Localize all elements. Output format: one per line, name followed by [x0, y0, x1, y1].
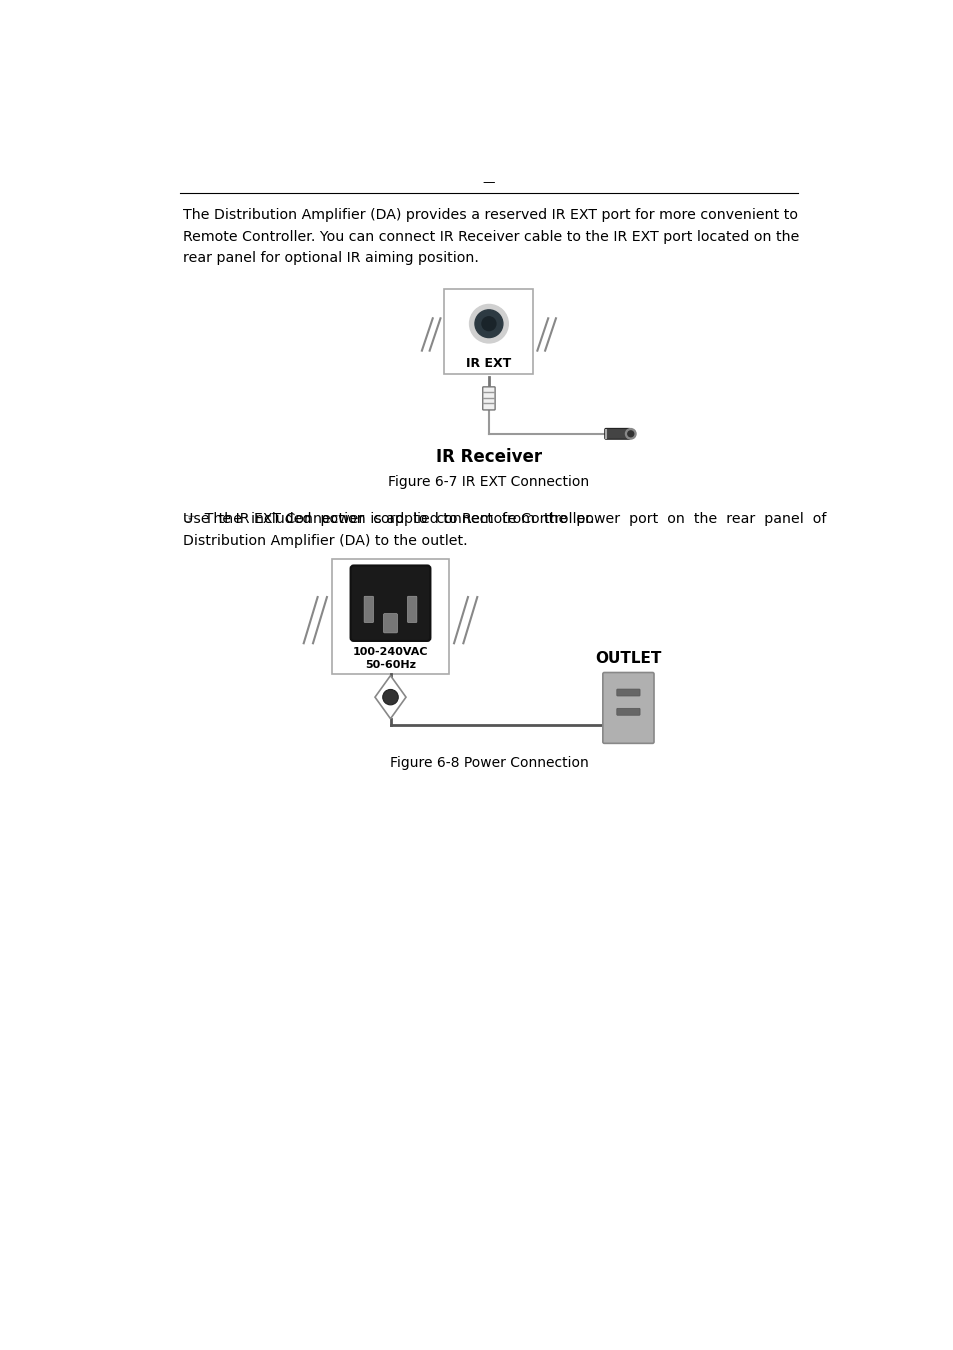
- Text: Figure 6-8 Power Connection: Figure 6-8 Power Connection: [389, 756, 588, 770]
- Text: Distribution Amplifier (DA) to the outlet.: Distribution Amplifier (DA) to the outle…: [183, 533, 467, 548]
- Circle shape: [382, 690, 397, 705]
- FancyBboxPatch shape: [602, 672, 654, 744]
- Polygon shape: [444, 289, 533, 374]
- Text: IR Receiver: IR Receiver: [436, 448, 541, 466]
- Text: Figure 6-7 IR EXT Connection: Figure 6-7 IR EXT Connection: [388, 475, 589, 489]
- FancyBboxPatch shape: [617, 709, 639, 716]
- FancyBboxPatch shape: [617, 688, 639, 697]
- FancyBboxPatch shape: [407, 597, 416, 622]
- FancyBboxPatch shape: [350, 566, 430, 641]
- Circle shape: [481, 317, 496, 331]
- Text: Remote Controller. You can connect IR Receiver cable to the IR EXT port located : Remote Controller. You can connect IR Re…: [183, 230, 799, 244]
- FancyBboxPatch shape: [482, 387, 495, 410]
- Text: 100-240VAC
50-60Hz: 100-240VAC 50-60Hz: [353, 647, 428, 670]
- FancyBboxPatch shape: [604, 428, 630, 439]
- Circle shape: [627, 431, 633, 437]
- Text: ☞  The IR EXT Connection is applied to Remote Controller.: ☞ The IR EXT Connection is applied to Re…: [183, 512, 594, 525]
- Polygon shape: [332, 559, 448, 674]
- Text: OUTLET: OUTLET: [595, 651, 661, 667]
- Text: IR EXT: IR EXT: [466, 358, 511, 370]
- Text: The Distribution Amplifier (DA) provides a reserved IR EXT port for more conveni: The Distribution Amplifier (DA) provides…: [183, 208, 797, 223]
- Circle shape: [469, 305, 508, 343]
- Text: Use  the  included  power  cord  to  connect  from  the  power  port  on  the  r: Use the included power cord to connect f…: [183, 513, 825, 526]
- FancyBboxPatch shape: [383, 614, 397, 633]
- Polygon shape: [375, 675, 406, 718]
- Circle shape: [475, 310, 502, 338]
- Text: —: —: [482, 176, 495, 189]
- FancyBboxPatch shape: [364, 597, 373, 622]
- Circle shape: [625, 428, 636, 439]
- Text: rear panel for optional IR aiming position.: rear panel for optional IR aiming positi…: [183, 251, 478, 266]
